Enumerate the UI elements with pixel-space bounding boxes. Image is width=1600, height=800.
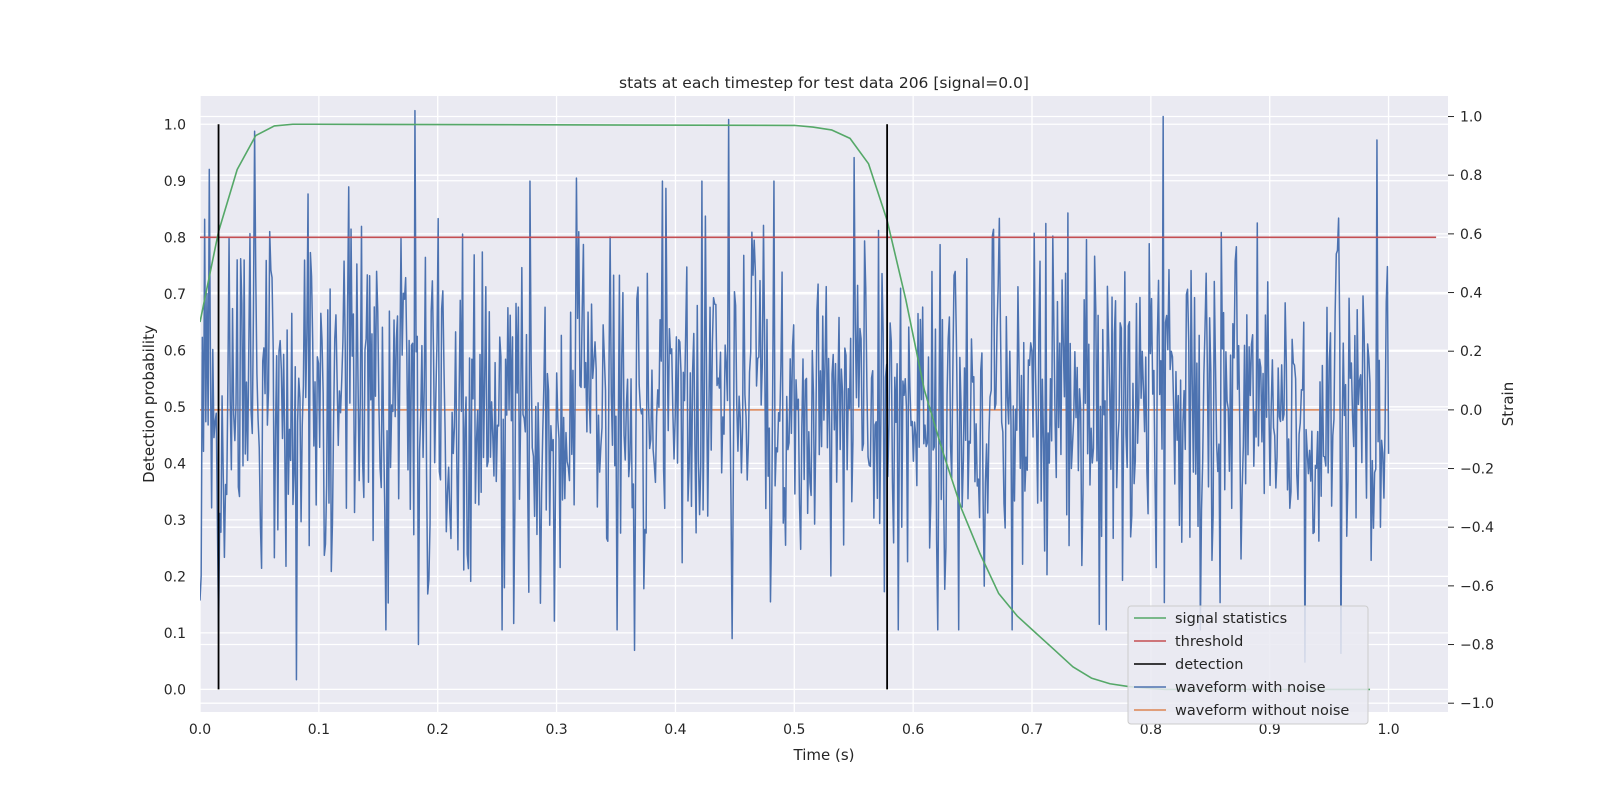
y2-tick-label: 0.8 bbox=[1460, 168, 1482, 184]
y-tick-label: 0.5 bbox=[164, 400, 186, 416]
y2-tick-label: −0.6 bbox=[1460, 579, 1494, 595]
legend-entry-waveform-with-noise: waveform with noise bbox=[1175, 680, 1326, 696]
y2-tick-label: −0.2 bbox=[1460, 462, 1494, 478]
y2-tick-label: −1.0 bbox=[1460, 696, 1494, 712]
y-tick-label: 1.0 bbox=[164, 117, 186, 133]
x-tick-label: 0.5 bbox=[783, 722, 805, 738]
y-tick-label: 0.1 bbox=[164, 626, 186, 642]
x-tick-label: 0.2 bbox=[427, 722, 449, 738]
series-signal-statistics bbox=[200, 123, 1371, 691]
x-tick-label: 0.4 bbox=[664, 722, 686, 738]
x-tick-label: 0.7 bbox=[1021, 722, 1043, 738]
x-tick-label: 0.3 bbox=[545, 722, 567, 738]
y2-axis-label: Strain bbox=[1499, 382, 1517, 426]
x-tick-label: 0.6 bbox=[902, 722, 924, 738]
legend-entry-threshold: threshold bbox=[1175, 634, 1243, 650]
y2-tick-label: −0.8 bbox=[1460, 638, 1494, 654]
legend-entry-detection: detection bbox=[1175, 657, 1243, 673]
series-layer bbox=[200, 109, 1437, 691]
y-tick-label: 0.4 bbox=[164, 456, 186, 472]
chart-title: stats at each timestep for test data 206… bbox=[619, 74, 1029, 92]
legend: signal statistics threshold detection wa… bbox=[1127, 605, 1369, 725]
legend-entry-waveform-without-noise: waveform without noise bbox=[1175, 703, 1349, 719]
y-tick-label: 0.7 bbox=[164, 287, 186, 303]
y2-tick-label: −0.4 bbox=[1460, 520, 1494, 536]
y-tick-label: 0.0 bbox=[164, 682, 186, 698]
y2-tick-label: 0.6 bbox=[1460, 227, 1482, 243]
x-tick-label: 0.0 bbox=[189, 722, 211, 738]
x-tick-label: 0.8 bbox=[1140, 722, 1162, 738]
legend-box bbox=[1127, 605, 1369, 725]
y-tick-label: 0.9 bbox=[164, 174, 186, 190]
x-axis-label: Time (s) bbox=[793, 746, 855, 764]
x-tick-label: 0.9 bbox=[1259, 722, 1281, 738]
y2-tick-label: 0.0 bbox=[1460, 403, 1482, 419]
legend-entry-signal-statistics: signal statistics bbox=[1175, 611, 1287, 627]
tick-labels: 0.0 0.1 0.2 0.3 0.4 0.5 0.6 0.7 0.8 0.9 1.0 0.0 0.1 0… bbox=[164, 110, 1494, 738]
x-tick-label: 0.1 bbox=[308, 722, 330, 738]
y-tick-label: 0.6 bbox=[164, 343, 186, 359]
series-waveform-with-noise bbox=[200, 109, 1390, 681]
y2-tick-label: 0.2 bbox=[1460, 344, 1482, 360]
x-tick-label: 1.0 bbox=[1377, 722, 1399, 738]
y2-tick-label: 1.0 bbox=[1460, 110, 1482, 126]
y2-tick-label: 0.4 bbox=[1460, 286, 1482, 302]
y-tick-label: 0.3 bbox=[164, 513, 186, 529]
y-axis-label: Detection probability bbox=[140, 325, 158, 483]
y-tick-label: 0.8 bbox=[164, 230, 186, 246]
y-tick-label: 0.2 bbox=[164, 569, 186, 585]
